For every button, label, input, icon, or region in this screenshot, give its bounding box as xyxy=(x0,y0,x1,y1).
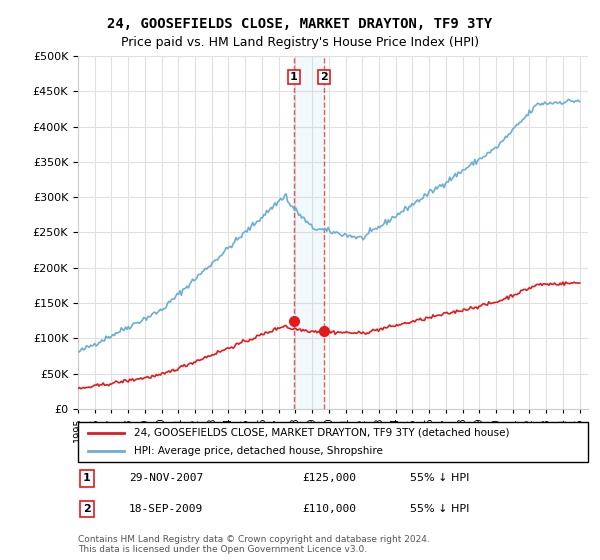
Text: 18-SEP-2009: 18-SEP-2009 xyxy=(129,504,203,514)
Bar xyxy=(294,56,324,409)
FancyBboxPatch shape xyxy=(78,422,588,462)
Text: 55% ↓ HPI: 55% ↓ HPI xyxy=(409,473,469,483)
Text: 2: 2 xyxy=(320,72,328,82)
Text: 55% ↓ HPI: 55% ↓ HPI xyxy=(409,504,469,514)
Text: Contains HM Land Registry data © Crown copyright and database right 2024.
This d: Contains HM Land Registry data © Crown c… xyxy=(78,535,430,554)
Text: 1: 1 xyxy=(290,72,298,82)
Text: 2: 2 xyxy=(83,504,91,514)
Text: 29-NOV-2007: 29-NOV-2007 xyxy=(129,473,203,483)
Text: 24, GOOSEFIELDS CLOSE, MARKET DRAYTON, TF9 3TY: 24, GOOSEFIELDS CLOSE, MARKET DRAYTON, T… xyxy=(107,17,493,31)
Text: £110,000: £110,000 xyxy=(302,504,356,514)
Text: HPI: Average price, detached house, Shropshire: HPI: Average price, detached house, Shro… xyxy=(134,446,383,456)
Text: £125,000: £125,000 xyxy=(302,473,356,483)
Text: Price paid vs. HM Land Registry's House Price Index (HPI): Price paid vs. HM Land Registry's House … xyxy=(121,36,479,49)
Text: 24, GOOSEFIELDS CLOSE, MARKET DRAYTON, TF9 3TY (detached house): 24, GOOSEFIELDS CLOSE, MARKET DRAYTON, T… xyxy=(134,428,509,438)
Text: 1: 1 xyxy=(83,473,91,483)
